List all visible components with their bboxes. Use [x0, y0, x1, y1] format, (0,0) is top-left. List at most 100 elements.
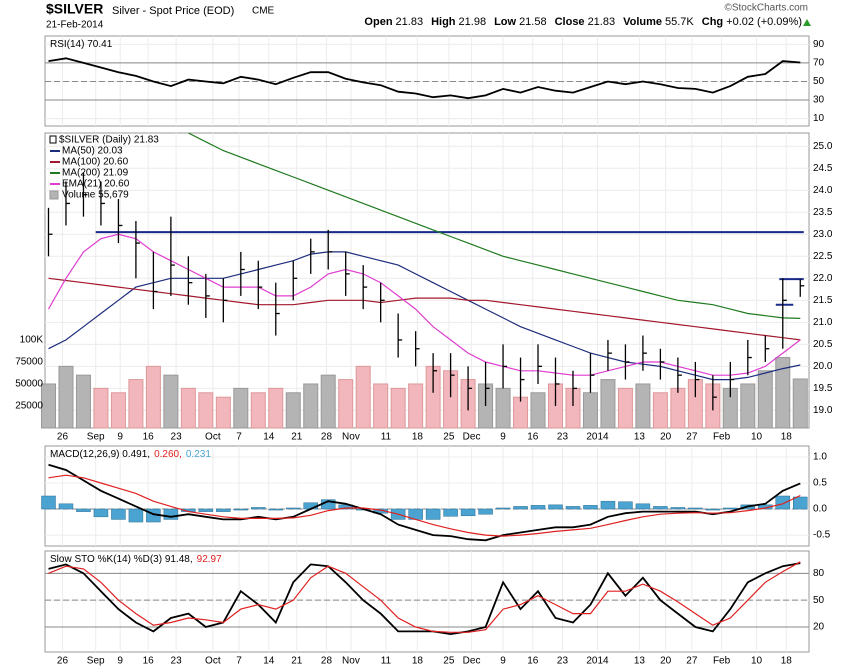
legend-label: 92.97 — [197, 554, 222, 565]
x-tick-label: 9 — [500, 432, 506, 443]
x-tick-label: 16 — [527, 432, 539, 443]
histogram-bar — [111, 508, 126, 520]
x-tick-label: 14 — [263, 432, 275, 443]
panel — [44, 550, 810, 653]
quote-label: Chg — [702, 16, 723, 28]
histogram-bar — [216, 508, 231, 512]
volume-tick-label: 25000 — [15, 401, 43, 412]
volume-bar — [775, 357, 791, 429]
volume-bar — [740, 383, 756, 429]
volume-bar — [58, 365, 74, 429]
histogram-bar — [618, 501, 633, 510]
volume-bar — [40, 383, 56, 429]
histogram-bar — [425, 508, 441, 520]
volume-bar — [93, 387, 109, 429]
volume-bar — [670, 387, 686, 429]
histogram-bar — [723, 507, 738, 510]
x-tick-label: 9 — [117, 432, 123, 443]
quote-value: 21.83 — [588, 16, 616, 28]
volume-bar — [320, 374, 336, 429]
volume-bar — [355, 365, 371, 429]
x-tick-label: 27 — [686, 656, 698, 667]
histogram-bar — [460, 508, 476, 517]
volume-bar — [495, 387, 511, 429]
x-tick-label: Nov — [342, 432, 360, 443]
legend: MACD(12,26,9) 0.491, 0.260, 0.231 — [50, 449, 211, 460]
series-line — [48, 562, 801, 636]
x-tick-label: 25 — [443, 432, 455, 443]
y-tick-label: 80 — [813, 568, 825, 579]
series-line — [48, 57, 801, 100]
histogram-bar — [513, 506, 528, 510]
histogram-bar — [286, 507, 301, 510]
series-line — [188, 132, 801, 319]
histogram-bar — [58, 503, 74, 510]
histogram-bar — [705, 508, 721, 511]
x-tick-label: 28 — [321, 432, 333, 443]
y-tick-label: 21.0 — [813, 317, 833, 328]
date: 21-Feb-2014 — [46, 20, 104, 31]
y-tick-label: 0.5 — [813, 478, 827, 489]
x-tick-label: 18 — [412, 656, 424, 667]
histogram-bar — [128, 508, 144, 523]
quote-value: 21.58 — [519, 16, 547, 28]
x-tick-label: 9 — [500, 656, 506, 667]
x-tick-label: 16 — [143, 432, 155, 443]
legend-swatch — [49, 190, 59, 200]
volume-bar — [513, 396, 529, 429]
y-tick-label: 22.0 — [813, 273, 833, 284]
y-tick-label: 25.0 — [813, 141, 833, 152]
histogram-bar — [530, 505, 546, 510]
y-tick-label: 50 — [813, 595, 825, 606]
histogram-bar — [373, 508, 388, 514]
y-tick-label: 90 — [813, 39, 825, 50]
x-tick-label: 23 — [171, 656, 183, 667]
x-tick-label: 10 — [751, 432, 763, 443]
x-tick-label: 20 — [660, 656, 672, 667]
quote-label: Open — [364, 16, 392, 28]
symbol: $SILVER — [46, 1, 103, 17]
x-tick-label: 23 — [557, 432, 569, 443]
x-tick-label: 21 — [291, 656, 303, 667]
x-tick-label: 26 — [57, 432, 69, 443]
y-tick-label: 24.5 — [813, 163, 833, 174]
histogram-bar — [443, 508, 458, 517]
x-tick-label: 23 — [171, 432, 183, 443]
y-tick-label: 20.0 — [813, 361, 833, 372]
y-tick-label: -0.5 — [813, 530, 831, 541]
y-tick-label: 70 — [813, 58, 825, 69]
x-tick-label: 11 — [381, 656, 392, 667]
x-tick-label: 20 — [660, 432, 672, 443]
y-tick-label: 0.0 — [813, 504, 827, 515]
legend-label: MA(100) 20.60 — [62, 157, 129, 168]
x-tick-label: 21 — [291, 432, 303, 443]
volume-bar — [757, 370, 773, 429]
x-tick-label: 7 — [236, 432, 242, 443]
y-tick-label: 23.5 — [813, 207, 833, 218]
quote-label: High — [431, 16, 456, 28]
credit: ©StockCharts.com — [724, 3, 808, 14]
x-tick-label: 18 — [781, 432, 793, 443]
x-tick-label: 26 — [57, 656, 69, 667]
legend-label: RSI(14) 70.41 — [50, 39, 113, 50]
legend-label: 0.231 — [186, 449, 211, 460]
x-tick-label: 14 — [263, 656, 275, 667]
legend-label: MA(200) 21.09 — [62, 168, 129, 179]
x-tick-label: 23 — [557, 656, 569, 667]
volume-bar — [215, 396, 231, 429]
series-line — [48, 463, 801, 542]
series-line — [48, 277, 801, 341]
volume-tick-label: 75000 — [15, 357, 43, 368]
y-tick-label: 22.5 — [813, 251, 833, 262]
histogram-bar — [76, 508, 91, 512]
quote-label: Low — [494, 16, 516, 28]
legend-label: Volume 55,679 — [62, 190, 129, 201]
volume-bar — [110, 392, 126, 429]
chart-title: $SILVER (Daily) 21.83 — [59, 135, 159, 146]
legend-label: EMA(21) 20.60 — [62, 179, 130, 190]
x-tick-label: 27 — [686, 432, 698, 443]
legend-label: 0.260, — [154, 449, 182, 460]
legend: RSI(14) 70.41 — [50, 39, 113, 50]
x-tick-label: 18 — [781, 656, 793, 667]
